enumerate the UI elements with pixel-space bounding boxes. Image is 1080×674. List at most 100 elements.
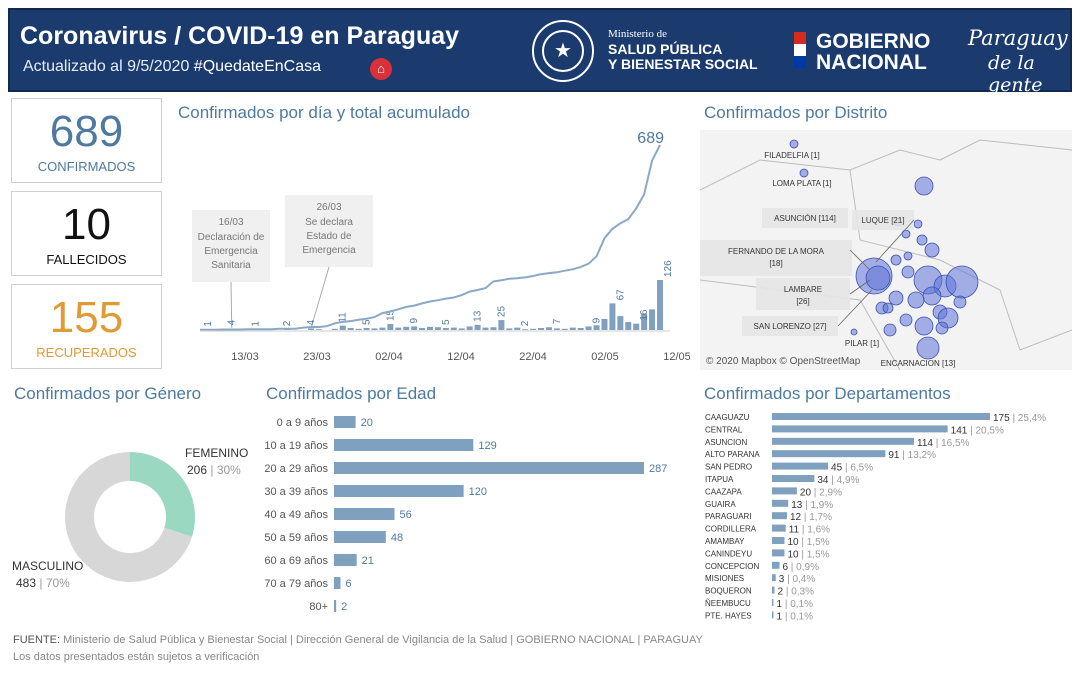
age-category-label: 80+	[309, 601, 328, 613]
district-bubble[interactable]	[883, 323, 897, 337]
ministry-seal-icon: ★	[532, 20, 594, 82]
daily-bar	[609, 303, 616, 330]
daily-bar	[522, 329, 529, 330]
district-bubble[interactable]	[907, 291, 925, 309]
gender-slice	[130, 452, 195, 537]
update-date: Actualizado al 9/5/2020	[23, 58, 190, 75]
district-bubble[interactable]	[882, 302, 894, 314]
district-bubble[interactable]	[935, 321, 949, 335]
dept-bar	[772, 561, 780, 569]
map-canvas: FILADELFIA [1] LOMA PLATA [1] ASUNCIÓN [11…	[700, 139, 1072, 370]
district-bubble[interactable]	[888, 290, 904, 306]
district-bubble[interactable]	[924, 242, 940, 258]
daily-bar	[419, 328, 426, 330]
daily-bar-label: 25	[496, 306, 507, 318]
annotation-box	[192, 210, 270, 282]
daily-bar	[308, 328, 315, 330]
dept-category-label: MISIONES	[705, 574, 744, 583]
footer-source: FUENTE: Ministerio de Salud Pública y Bi…	[13, 634, 703, 646]
district-label-box	[756, 278, 850, 310]
district-bubble[interactable]	[901, 265, 915, 279]
dept-category-label: BOQUERON	[705, 587, 752, 596]
dept-bar	[772, 524, 786, 532]
dept-bar-value: 12 | 1,7%	[790, 512, 832, 523]
daily-bar-label: 13	[473, 310, 484, 322]
daily-bar	[625, 322, 632, 330]
age-category-label: 10 a 19 años	[264, 440, 328, 452]
kpi-recuperados-label: RECUPERADOS	[36, 345, 137, 360]
district-leader-line	[849, 249, 871, 271]
annotation-line: Declaración de	[198, 232, 265, 243]
dept-bar-value: 45 | 6,5%	[831, 463, 873, 474]
footer-source-text: Ministerio de Salud Pública y Bienestar …	[63, 634, 703, 646]
age-bar-value: 2	[341, 601, 347, 613]
age-bar	[334, 531, 386, 543]
district-bubble[interactable]	[899, 313, 913, 327]
dept-category-label: ASUNCION	[705, 438, 747, 447]
dept-bar-value: 20 | 2,9%	[800, 487, 842, 498]
annotation-line: Sanitaria	[211, 260, 251, 271]
district-bubble[interactable]	[945, 265, 979, 299]
district-bubble[interactable]	[789, 139, 799, 149]
gender-chart: FEMENINO 206 | 30% MASCULINO 483 | 70%	[12, 446, 248, 590]
daily-bar	[553, 328, 560, 330]
daily-bar	[569, 327, 576, 330]
daily-bar	[347, 328, 354, 330]
district-bubble[interactable]	[850, 328, 858, 336]
daily-bar	[577, 328, 584, 330]
age-bar	[334, 485, 464, 497]
ministry-line1: Ministerio de	[608, 28, 667, 40]
district-label: ASUNCIÓN [114]	[774, 214, 836, 223]
age-bar-value: 20	[361, 417, 373, 429]
annotation-line: Se declara	[305, 217, 353, 228]
kpi-fallecidos-label: FALLECIDOS	[46, 252, 127, 267]
daily-bar	[355, 328, 362, 330]
dept-bar-value: 6 | 0,9%	[782, 562, 819, 573]
daily-bar-label: 2	[282, 320, 293, 326]
daily-bar	[315, 329, 322, 330]
dept-bar	[772, 537, 785, 544]
daily-bar	[498, 320, 505, 330]
paraguay-logo-line2: de la gente	[988, 52, 1043, 96]
district-bubble[interactable]	[914, 176, 934, 196]
district-bubble[interactable]	[799, 168, 809, 178]
daily-bar-label: 5	[362, 319, 373, 325]
page-title: Coronavirus / COVID-19 en Paraguay	[20, 22, 460, 50]
district-bubble[interactable]	[922, 286, 942, 306]
daily-bar-label: 67	[615, 289, 626, 301]
district-label: LUQUE [21]	[861, 216, 904, 225]
age-category-label: 40 a 49 años	[264, 509, 328, 521]
district-bubble[interactable]	[901, 229, 911, 239]
daily-bar	[403, 326, 410, 330]
flag-icon	[794, 32, 806, 68]
gobierno-line2: NACIONAL	[816, 51, 927, 74]
district-bubble[interactable]	[916, 234, 928, 246]
district-bubble[interactable]	[890, 254, 902, 266]
district-bubble[interactable]	[913, 219, 923, 229]
daily-bar	[617, 316, 624, 330]
daily-bar	[601, 318, 608, 330]
daily-bar-label: 11	[338, 312, 349, 323]
daily-bar	[331, 328, 338, 330]
age-bar-value: 129	[478, 440, 496, 452]
district-map[interactable]: FILADELFIA [1] LOMA PLATA [1] ASUNCIÓN [11…	[700, 130, 1072, 370]
age-bar	[334, 554, 357, 566]
daily-bar	[474, 324, 481, 330]
district-bubble[interactable]	[953, 295, 967, 309]
daily-bar-label: 4	[306, 319, 317, 325]
daily-bar-label: 4	[227, 319, 238, 325]
ministry-line3: Y BIENESTAR SOCIAL	[608, 56, 758, 72]
dept-category-label: ALTO PARANA	[705, 450, 760, 459]
age-bar	[334, 577, 341, 589]
daily-bar	[490, 327, 497, 330]
dept-bar	[772, 437, 915, 445]
district-bubble[interactable]	[903, 251, 913, 261]
district-bubble[interactable]	[916, 336, 940, 360]
dept-bar-value: 175 | 25,4%	[993, 413, 1046, 424]
district-label-box	[852, 210, 914, 230]
district-bubble[interactable]	[865, 265, 891, 291]
daily-bar	[641, 314, 648, 330]
dept-bar	[772, 413, 990, 420]
district-bubble[interactable]	[914, 316, 934, 336]
